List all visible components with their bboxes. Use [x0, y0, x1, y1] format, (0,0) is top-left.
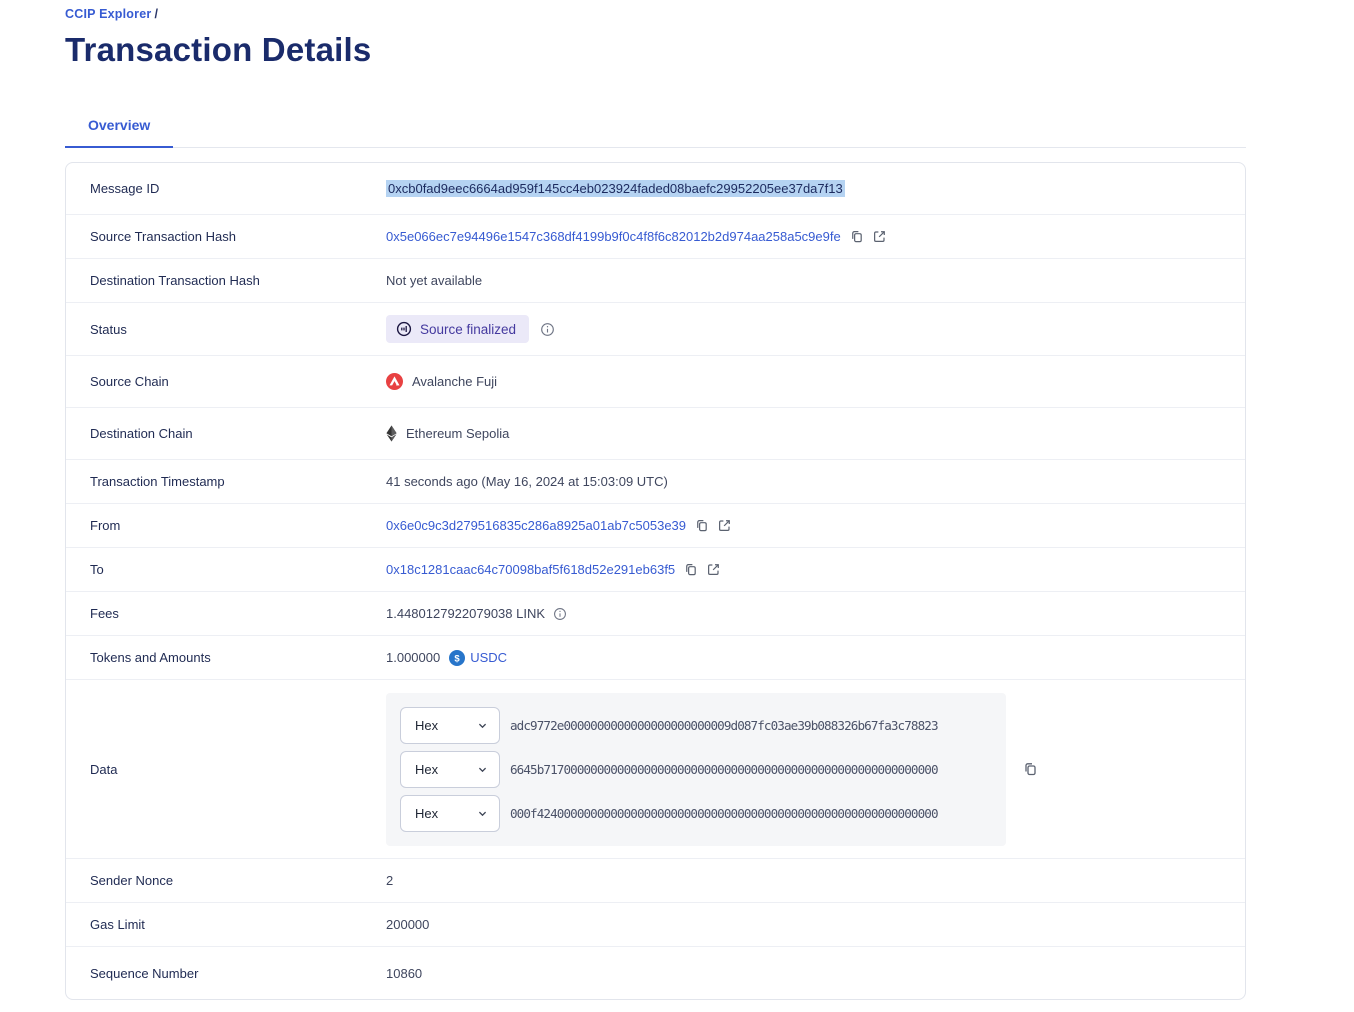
avalanche-icon — [386, 373, 403, 390]
data-line: Hex adc9772e0000000000000000000000009d08… — [400, 706, 992, 744]
row-label: Source Chain — [90, 374, 169, 389]
transaction-details-table: Message ID 0xcb0fad9eec6664ad959f145cc4e… — [65, 162, 1246, 1000]
sequence-number-value: 10860 — [386, 965, 423, 981]
row-label: Sequence Number — [90, 965, 199, 981]
row-label: To — [90, 562, 104, 577]
sender-nonce-value: 2 — [386, 873, 394, 888]
fees-value: 1.4480127922079038 LINK — [386, 606, 546, 621]
info-icon[interactable] — [540, 322, 555, 337]
data-line: Hex 000f42400000000000000000000000000000… — [400, 794, 992, 832]
source-chain-name: Avalanche Fuji — [412, 374, 498, 389]
table-row-message-id: Message ID 0xcb0fad9eec6664ad959f145cc4e… — [66, 163, 1245, 215]
row-label: Status — [90, 321, 127, 337]
table-row-sequence-number: Sequence Number 10860 — [66, 947, 1245, 999]
table-row-from: From 0x6e0c9c3d279516835c286a8925a01ab7c… — [66, 504, 1245, 548]
copy-icon[interactable] — [694, 518, 709, 533]
page-title: Transaction Details — [65, 31, 372, 68]
table-row-timestamp: Transaction Timestamp 41 seconds ago (Ma… — [66, 460, 1245, 504]
row-label: Transaction Timestamp — [90, 474, 225, 489]
table-row-fees: Fees 1.4480127922079038 LINK — [66, 592, 1245, 636]
gas-limit-value: 200000 — [386, 917, 430, 932]
hex-format-value: Hex — [415, 805, 439, 821]
source-tx-hash-link[interactable]: 0x5e066ec7e94496e1547c368df4199b9f0c4f8f… — [386, 229, 841, 244]
from-address-link[interactable]: 0x6e0c9c3d279516835c286a8925a01ab7c5053e… — [386, 518, 687, 533]
hex-format-select[interactable]: Hex — [400, 706, 500, 744]
copy-icon[interactable] — [849, 229, 864, 244]
table-row-gas-limit: Gas Limit 200000 — [66, 903, 1245, 947]
data-line: Hex 6645b7170000000000000000000000000000… — [400, 750, 992, 788]
row-label: Sender Nonce — [90, 873, 174, 888]
table-row-to: To 0x18c1281caac64c70098baf5f618d52e291e… — [66, 548, 1245, 592]
row-label: Destination Transaction Hash — [90, 273, 260, 288]
row-label: Tokens and Amounts — [90, 650, 211, 665]
table-row-tokens: Tokens and Amounts 1.000000 $ USDC — [66, 636, 1245, 680]
table-row-dest-chain: Destination Chain Ethereum Sepolia — [66, 408, 1245, 460]
row-label: Destination Chain — [90, 426, 193, 441]
status-badge: Source finalized — [386, 315, 530, 343]
to-address-link[interactable]: 0x18c1281caac64c70098baf5f618d52e291eb63… — [386, 562, 676, 577]
row-label: Message ID — [90, 181, 160, 196]
row-label: Gas Limit — [90, 917, 145, 932]
dest-tx-hash-value: Not yet available — [386, 273, 483, 288]
data-hex-value: 6645b71700000000000000000000000000000000… — [510, 761, 939, 777]
hex-format-select[interactable]: Hex — [400, 794, 500, 832]
token-symbol: USDC — [470, 650, 508, 665]
token-amount: 1.000000 — [386, 650, 441, 665]
tab-bar: Overview — [65, 107, 1246, 148]
data-hex-value: adc9772e0000000000000000000000009d087fc0… — [510, 717, 939, 733]
chevron-down-icon — [478, 767, 487, 772]
row-label: From — [90, 518, 121, 533]
table-row-source-tx-hash: Source Transaction Hash 0x5e066ec7e94496… — [66, 215, 1245, 259]
status-badge-label: Source finalized — [420, 321, 517, 337]
ethereum-icon — [386, 425, 397, 442]
timestamp-value: 41 seconds ago (May 16, 2024 at 15:03:09… — [386, 474, 668, 489]
row-label: Data — [90, 761, 118, 777]
hex-format-value: Hex — [415, 761, 439, 777]
table-row-dest-tx-hash: Destination Transaction Hash Not yet ava… — [66, 259, 1245, 303]
copy-icon[interactable] — [1022, 761, 1038, 777]
chevron-down-icon — [478, 811, 487, 816]
dest-chain-value: Ethereum Sepolia — [386, 425, 509, 442]
copy-icon[interactable] — [683, 562, 698, 577]
hex-format-select[interactable]: Hex — [400, 750, 500, 788]
dest-chain-name: Ethereum Sepolia — [406, 426, 510, 441]
finality-progress-icon — [396, 321, 412, 337]
info-icon[interactable] — [553, 607, 567, 621]
external-link-icon[interactable] — [706, 562, 721, 577]
breadcrumb-ccip-explorer-link[interactable]: CCIP Explorer — [65, 7, 152, 21]
message-id-value[interactable]: 0xcb0fad9eec6664ad959f145cc4eb023924fade… — [386, 180, 845, 197]
external-link-icon[interactable] — [872, 229, 887, 244]
hex-format-value: Hex — [415, 717, 439, 733]
row-label: Source Transaction Hash — [90, 229, 236, 244]
data-hex-box: Hex adc9772e0000000000000000000000009d08… — [386, 692, 1006, 846]
table-row-status: Status Source finalized — [66, 303, 1245, 356]
external-link-icon[interactable] — [717, 518, 732, 533]
source-chain-value: Avalanche Fuji — [386, 373, 497, 390]
table-row-sender-nonce: Sender Nonce 2 — [66, 859, 1245, 903]
table-row-data: Data Hex adc9772e00000000000000000000000… — [66, 680, 1245, 859]
token-link[interactable]: $ USDC — [449, 649, 508, 666]
row-label: Fees — [90, 606, 119, 621]
breadcrumb: CCIP Explorer / — [65, 7, 1246, 21]
table-row-source-chain: Source Chain Avalanche Fuji — [66, 356, 1245, 408]
svg-text:$: $ — [455, 653, 461, 664]
breadcrumb-separator: / — [154, 7, 159, 21]
tab-overview[interactable]: Overview — [65, 107, 174, 148]
data-hex-value: 000f424000000000000000000000000000000000… — [510, 805, 939, 821]
usdc-icon: $ — [449, 649, 466, 666]
chevron-down-icon — [478, 723, 487, 728]
